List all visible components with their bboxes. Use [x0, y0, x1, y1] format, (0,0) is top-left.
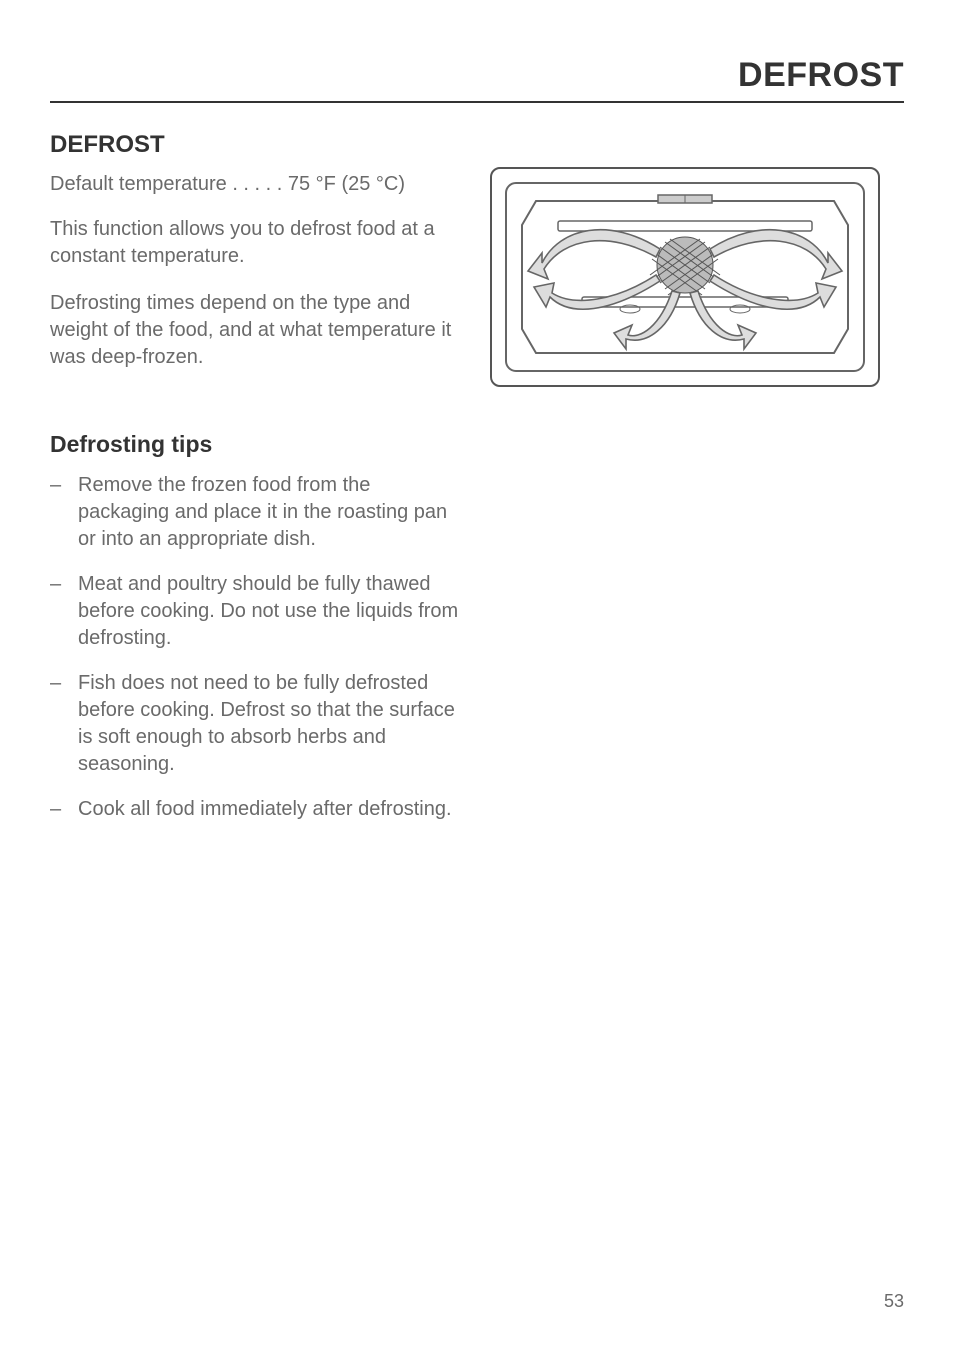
tip-item: Cook all food immediately after defrosti… — [50, 796, 460, 823]
oven-airflow-diagram — [490, 167, 880, 387]
tip-item: Remove the frozen food from the packagin… — [50, 472, 460, 553]
intro-paragraph-2: Defrosting times depend on the type and … — [50, 290, 460, 371]
oven-airflow-svg — [500, 177, 870, 377]
page-header-title: DEFROST — [50, 56, 904, 95]
intro-paragraph-1: This function allows you to defrost food… — [50, 216, 460, 270]
default-temperature-line: Default temperature . . . . . 75 °F (25 … — [50, 173, 460, 196]
fan-icon — [650, 237, 720, 295]
right-column — [490, 131, 904, 841]
tip-item: Meat and poultry should be fully thawed … — [50, 571, 460, 652]
page-header: DEFROST — [50, 56, 904, 103]
page-number: 53 — [884, 1291, 904, 1312]
left-column: DEFROST Default temperature . . . . . 75… — [50, 131, 460, 841]
tip-item: Fish does not need to be fully defrosted… — [50, 670, 460, 778]
tips-title: Defrosting tips — [50, 431, 460, 458]
content-wrap: DEFROST Default temperature . . . . . 75… — [50, 131, 904, 841]
section-title: DEFROST — [50, 131, 460, 159]
tips-list: Remove the frozen food from the packagin… — [50, 472, 460, 823]
